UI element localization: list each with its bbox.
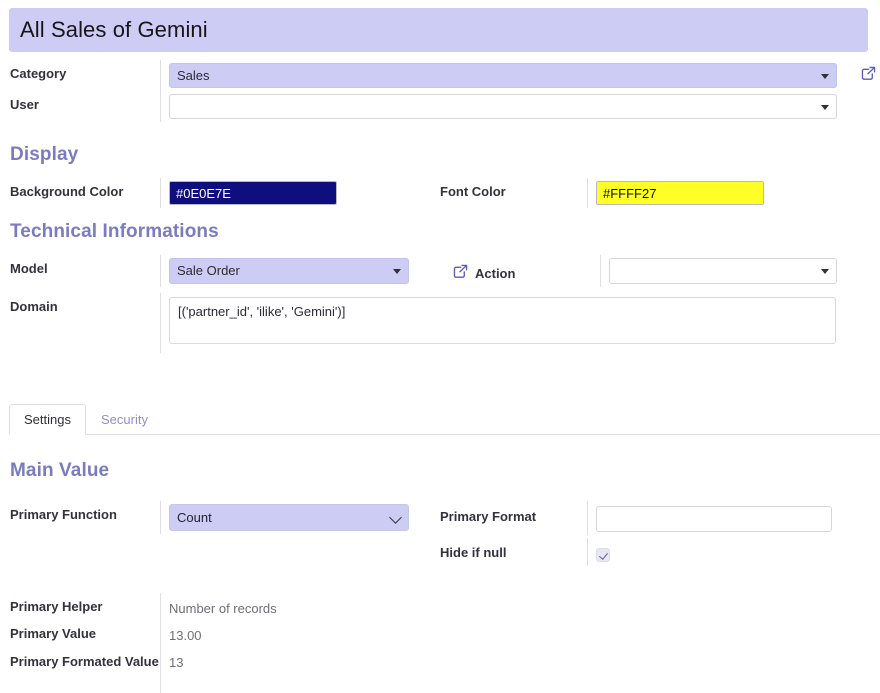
page-title: All Sales of Gemini bbox=[20, 17, 208, 42]
spacer-technical bbox=[0, 208, 880, 221]
user-input[interactable] bbox=[169, 94, 837, 119]
field-row-domain: Domain bbox=[0, 293, 880, 353]
external-link-icon[interactable] bbox=[860, 65, 877, 85]
background-color-label: Background Color bbox=[10, 184, 124, 199]
action-label: Action bbox=[475, 265, 516, 281]
category-value: Sales bbox=[177, 68, 210, 83]
primary-function-label: Primary Function bbox=[10, 507, 117, 522]
hide-if-null-checkbox[interactable] bbox=[596, 547, 610, 562]
technical-section-heading: Technical Informations bbox=[10, 221, 219, 242]
primary-helper-cell: Number of records bbox=[160, 592, 660, 620]
domain-field-cell bbox=[160, 293, 860, 353]
primary-format-input[interactable] bbox=[596, 506, 832, 532]
primary-formated-value-cell: 13 bbox=[160, 646, 660, 693]
primary-format-label: Primary Format bbox=[440, 509, 537, 524]
background-color-input[interactable] bbox=[169, 181, 337, 205]
record-form-top: Category Sales User bbox=[0, 60, 880, 353]
model-label: Model bbox=[10, 261, 48, 276]
field-row-primary-value: Primary Value 13.00 bbox=[0, 619, 880, 647]
action-input[interactable] bbox=[609, 258, 837, 284]
font-color-cell bbox=[587, 178, 877, 208]
field-row-user: User bbox=[0, 91, 880, 122]
main-value-heading: Main Value bbox=[10, 460, 110, 481]
user-label: User bbox=[10, 97, 39, 112]
primary-helper-label: Primary Helper bbox=[10, 598, 103, 614]
field-row-hide-if-null: . Hide if null bbox=[0, 538, 880, 566]
model-input[interactable]: Sale Order bbox=[169, 258, 409, 284]
hide-if-null-label: Hide if null bbox=[440, 545, 507, 560]
chevron-down-icon bbox=[393, 269, 401, 274]
category-input[interactable]: Sales bbox=[169, 63, 837, 88]
model-field-cell: Sale Order bbox=[160, 255, 435, 287]
primary-formated-value-label: Primary Formated Value bbox=[10, 653, 159, 669]
domain-textarea[interactable] bbox=[169, 297, 836, 344]
primary-function-cell: Count bbox=[160, 501, 432, 534]
font-color-label: Font Color bbox=[440, 184, 506, 199]
category-field-cell: Sales bbox=[160, 60, 846, 91]
tab-strip: Settings Security bbox=[9, 403, 880, 435]
primary-formated-value-value: 13 bbox=[169, 654, 184, 670]
field-row-primary-function: Primary Function Count Primary Format bbox=[0, 501, 880, 535]
primary-value-value: 13.00 bbox=[169, 627, 202, 643]
primary-function-select-wrap: Count bbox=[169, 504, 409, 531]
spacer-display bbox=[0, 122, 880, 144]
action-field-cell bbox=[600, 255, 860, 287]
primary-function-select[interactable]: Count bbox=[169, 504, 409, 531]
settings-tab-panel: Main Value Primary Function Count Primar… bbox=[0, 460, 880, 693]
spacer-cell bbox=[160, 538, 432, 544]
chevron-down-icon bbox=[821, 73, 829, 79]
chevron-down-icon bbox=[821, 104, 829, 110]
action-label-cell: Action bbox=[435, 255, 600, 286]
background-color-cell bbox=[160, 178, 432, 208]
primary-value-cell: 13.00 bbox=[160, 619, 660, 647]
field-row-category: Category Sales bbox=[0, 60, 880, 91]
tab-settings[interactable]: Settings bbox=[9, 404, 86, 435]
font-color-input[interactable] bbox=[596, 181, 764, 205]
primary-helper-value: Number of records bbox=[169, 600, 277, 616]
hide-if-null-cell bbox=[587, 538, 877, 566]
field-row-model: Model Sale Order Action bbox=[0, 255, 880, 287]
display-section-heading: Display bbox=[10, 144, 79, 165]
field-row-primary-helper: Primary Helper Number of records bbox=[0, 592, 880, 620]
record-title-bar[interactable]: All Sales of Gemini bbox=[9, 8, 868, 52]
notebook-tabs: Settings Security bbox=[9, 403, 880, 435]
user-field-cell bbox=[160, 91, 846, 122]
external-link-icon[interactable] bbox=[452, 263, 469, 283]
field-row-colors: Background Color Font Color bbox=[0, 178, 880, 208]
field-row-primary-formated-value: Primary Formated Value 13 bbox=[0, 646, 880, 693]
domain-label: Domain bbox=[10, 299, 58, 314]
primary-value-label: Primary Value bbox=[10, 625, 96, 641]
tab-security[interactable]: Security bbox=[100, 412, 148, 427]
primary-format-cell bbox=[587, 501, 877, 535]
category-label: Category bbox=[10, 66, 67, 81]
model-value: Sale Order bbox=[177, 263, 240, 278]
chevron-down-icon bbox=[821, 269, 829, 274]
category-open-cell bbox=[846, 60, 877, 88]
